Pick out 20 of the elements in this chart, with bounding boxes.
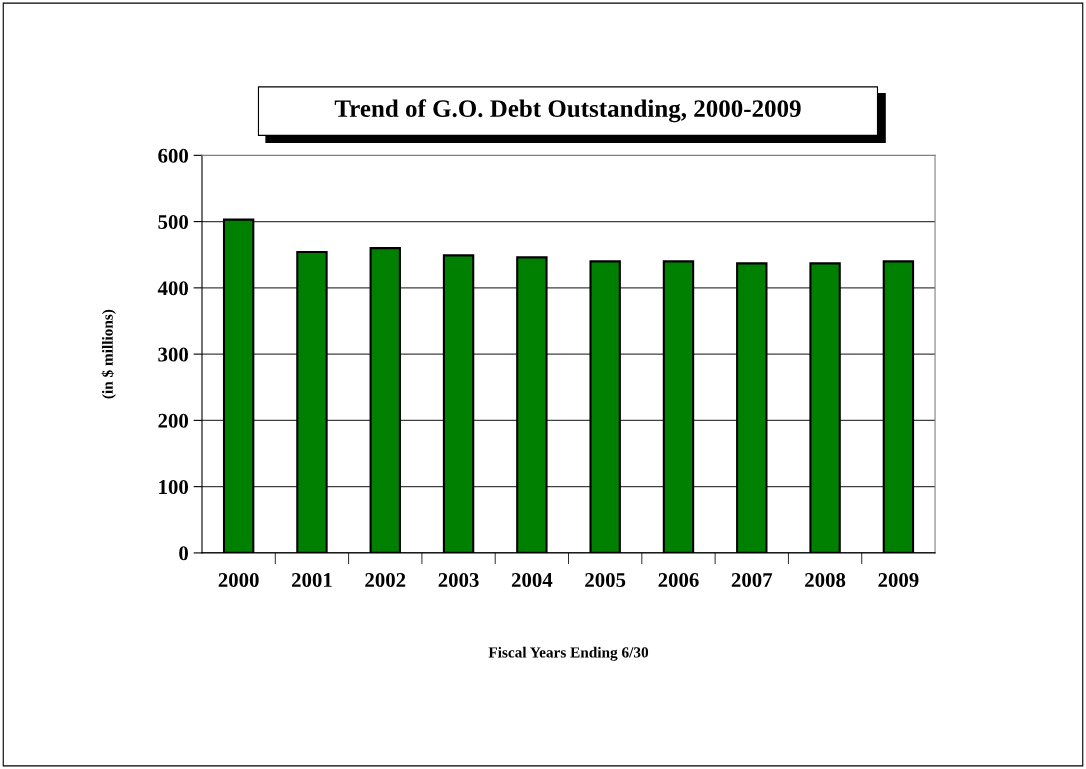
x-axis-title: Fiscal Years Ending 6/30 <box>488 646 649 661</box>
x-tick-label: 2006 <box>658 572 699 588</box>
x-tick-label: 2002 <box>365 572 406 588</box>
y-tick-label: 400 <box>157 281 189 296</box>
x-tick-label: 2007 <box>731 572 773 588</box>
y-tick-label: 500 <box>158 214 189 230</box>
x-tick-label: 2000 <box>218 572 259 588</box>
x-tick-label: 2008 <box>805 572 846 588</box>
chart-title: Trend of G.O. Debt Outstanding, 2000-2009 <box>334 99 801 123</box>
y-tick-label: 200 <box>158 413 189 428</box>
y-tick-label: 100 <box>159 480 189 495</box>
y-tick-label: 600 <box>158 148 189 163</box>
x-tick-label: 2004 <box>511 572 553 588</box>
x-tick-label: 2009 <box>878 572 919 588</box>
y-tick-label: 0 <box>179 546 189 561</box>
y-axis-title: (in $ millions) <box>101 309 116 399</box>
x-tick-label: 2005 <box>585 572 626 588</box>
x-tick-label: 2003 <box>438 572 479 588</box>
y-tick-label: 300 <box>158 347 189 362</box>
x-tick-label: 2001 <box>292 572 332 588</box>
